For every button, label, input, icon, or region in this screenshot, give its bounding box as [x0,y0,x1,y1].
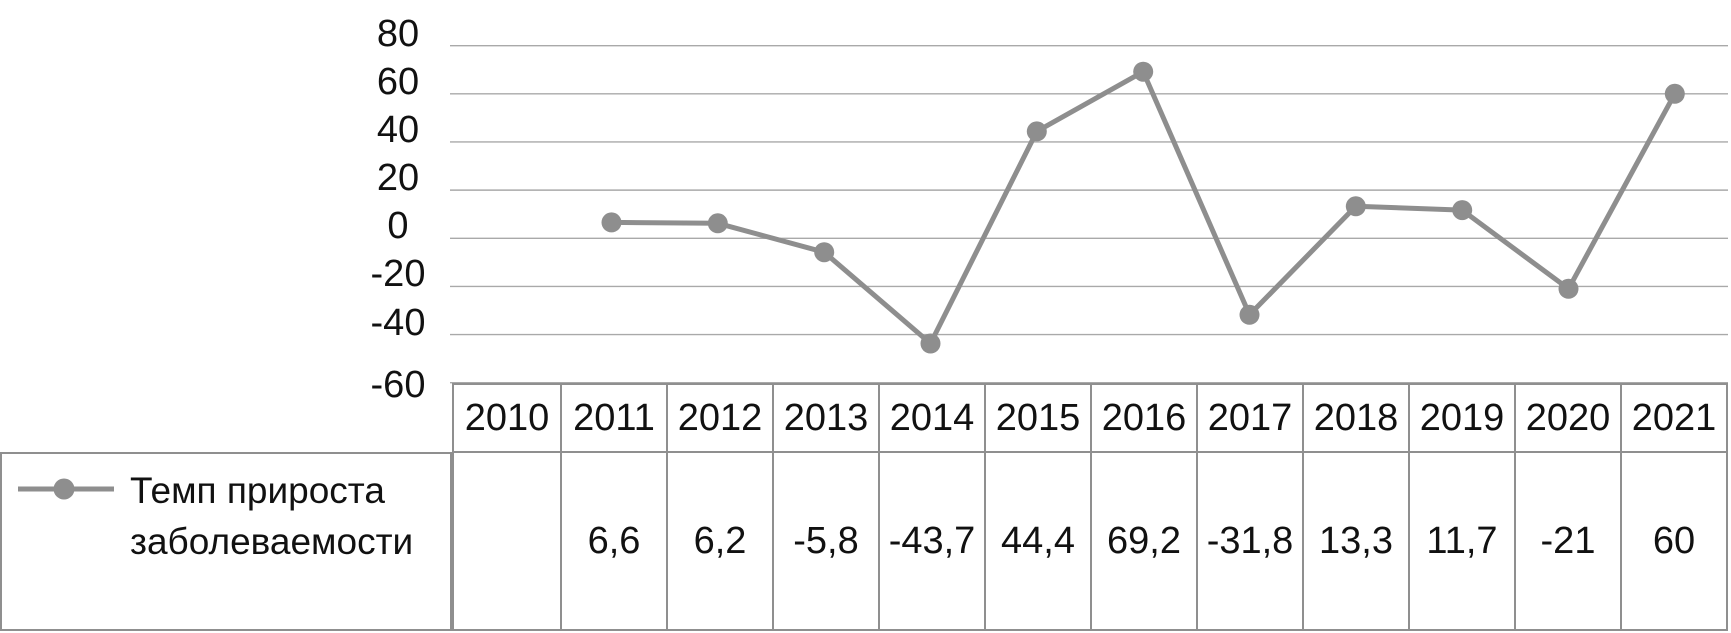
data-point-marker [1345,196,1366,217]
value-cell: -21 [1514,453,1620,629]
year-header-cell: 2012 [666,385,772,453]
year-header-cell: 2019 [1408,385,1514,453]
value-cell: 6,6 [560,453,666,629]
data-point-marker [1664,83,1685,104]
y-tick-label: 40 [376,109,420,151]
data-point-marker [601,212,622,233]
data-point-marker [1558,278,1579,299]
year-header-cell: 2021 [1620,385,1726,453]
year-header-cell: 2011 [560,385,666,453]
value-cell: 6,2 [666,453,772,629]
data-point-marker [1133,61,1154,82]
value-cell: 13,3 [1302,453,1408,629]
data-point-marker [707,213,728,234]
data-point-marker [1239,304,1260,325]
data-point-marker [1026,121,1047,142]
y-tick-label: -20 [370,253,426,296]
legend-marker-icon [18,478,114,500]
year-header-cell: 2015 [984,385,1090,453]
value-cell: -5,8 [772,453,878,629]
data-point-marker [920,333,941,354]
value-cell: 60 [1620,453,1726,629]
value-cell: 11,7 [1408,453,1514,629]
year-header-cell: 2014 [878,385,984,453]
year-header-cell: 2010 [454,385,560,453]
y-tick-label: 60 [376,60,420,103]
value-cell: 44,4 [984,453,1090,629]
year-header-cell: 2016 [1090,385,1196,453]
year-header-cell: 2018 [1302,385,1408,453]
year-header-cell: 2017 [1196,385,1302,453]
data-table: 2010 2011 2012 2013 2014 2015 2016 2017 2018 2019… [452,383,1728,631]
data-point-marker [1452,200,1473,221]
legend [0,452,452,631]
year-header-cell: 2020 [1514,385,1620,453]
data-point-marker [814,242,835,263]
year-header-cell: 2013 [772,385,878,453]
y-tick-label: -40 [370,301,426,344]
y-tick-label: 80 [376,12,420,55]
legend-label: Темп прироста заболеваемости [130,470,414,562]
value-cell: -31,8 [1196,453,1302,629]
y-tick-label: 0 [387,205,409,248]
value-cell [454,453,560,629]
value-cell: -43,7 [878,453,984,629]
value-cell: 69,2 [1090,453,1196,629]
y-tick-label: -60 [370,363,426,406]
y-tick-label: 20 [376,157,420,200]
series-line [609,69,1678,346]
